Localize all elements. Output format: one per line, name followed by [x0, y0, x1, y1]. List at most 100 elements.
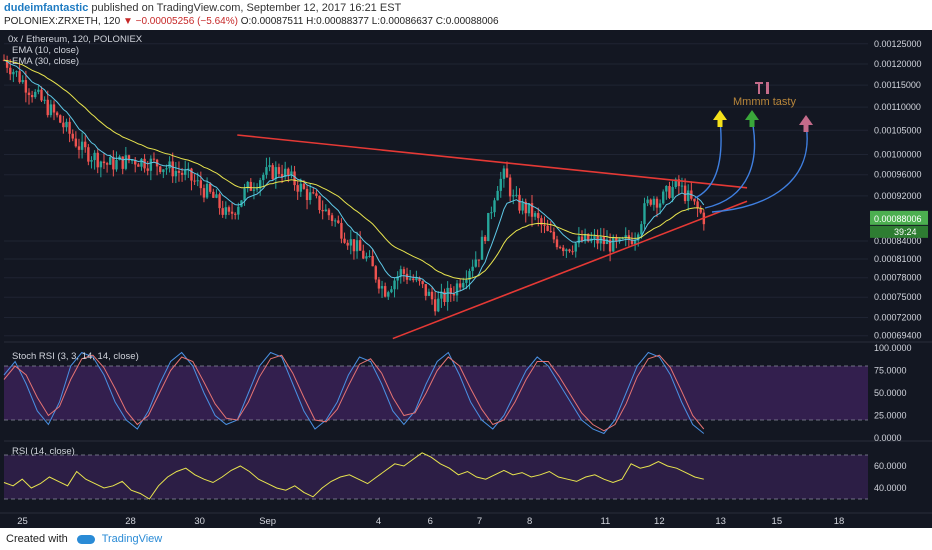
stoch-d-line: [3, 354, 705, 432]
candle-body: [196, 180, 199, 182]
candle-body: [318, 195, 321, 211]
candle-body: [224, 207, 228, 215]
candle-body: [524, 201, 527, 214]
candle-body: [477, 259, 481, 261]
candle-body: [474, 259, 477, 267]
candle-body: [227, 207, 231, 212]
candle-body: [258, 180, 262, 189]
candle-body: [608, 239, 612, 252]
candle-body: [465, 279, 468, 283]
candle-body: [209, 183, 212, 192]
candle-body: [18, 71, 21, 83]
rsi-pane[interactable]: 60.0000 40.0000 RSI (14, close): [3, 446, 907, 500]
candle-body: [618, 238, 621, 242]
candle-body: [490, 212, 493, 214]
candle-body: [49, 104, 53, 116]
candle-body: [27, 92, 31, 96]
candle-body: [352, 239, 356, 252]
ohlc-values: O:0.00087511 H:0.00088377 L:0.00086637 C…: [240, 16, 499, 27]
candle-body: [62, 122, 65, 128]
candle-body: [230, 211, 234, 214]
candle-body: [518, 194, 521, 211]
candle-body: [521, 201, 524, 211]
candle-body: [430, 291, 434, 300]
candle-body: [277, 167, 281, 174]
candle-body: [402, 269, 406, 274]
candle-body: [109, 157, 112, 165]
candle-body: [693, 198, 696, 202]
yellow-up-arrow: [713, 110, 727, 120]
candle-body: [205, 183, 209, 198]
candle-body: [427, 291, 431, 296]
candle-body: [37, 89, 40, 92]
candle-body: [315, 193, 318, 196]
rsi-title: RSI (14, close): [12, 446, 75, 457]
candle-body: [371, 256, 374, 267]
candle-body: [127, 155, 131, 161]
candle-body: [418, 277, 421, 282]
author-link[interactable]: dudeimfantastic: [4, 2, 89, 14]
price-tick-label: 0.00105000: [874, 125, 922, 135]
candle-body: [296, 185, 299, 192]
tradingview-cloud-icon: [76, 534, 95, 544]
candle-body: [421, 281, 424, 285]
candle-body: [321, 210, 324, 212]
candle-body: [324, 209, 328, 212]
stoch-rsi-pane[interactable]: 100.0000 75.0000 50.0000 25.0000 0.0000 Stoch…: [3, 343, 932, 443]
time-axis[interactable]: 25 28 30 Sep 4 6 7 8 11 12 13 15 18: [0, 512, 932, 527]
candle-body: [408, 278, 412, 280]
symbol-label: POLONIEX:ZRXETH, 120: [4, 16, 121, 27]
stoch-band: [4, 366, 868, 420]
candle-body: [446, 287, 449, 303]
chart-title: 0x / Ethereum, 120, POLONIEX: [8, 34, 143, 45]
candle-body: [174, 170, 178, 177]
tradingview-brand-link[interactable]: TradingView: [101, 533, 163, 545]
candle-body: [665, 185, 668, 192]
legend-entry: EMA (10, close): [12, 45, 79, 56]
candle-body: [215, 194, 218, 198]
last-price-tag: [870, 210, 928, 225]
price-pane[interactable]: 0.00125000 0.00120000 0.00115000 0.00110000…: [2, 34, 932, 343]
candle-body: [671, 187, 674, 198]
price-tick-label: 0.00075000: [874, 292, 922, 302]
ema-30-line: [3, 59, 704, 280]
countdown-label: 39:24: [894, 227, 917, 237]
candle-body: [115, 160, 118, 170]
hand-drawn-curve: [711, 124, 808, 213]
price-tick-label: 0.00110000: [874, 102, 921, 112]
candle-body: [687, 190, 690, 202]
time-tick-label: 25: [17, 516, 28, 527]
candle-body: [102, 161, 106, 164]
candle-body: [499, 178, 502, 191]
candle-body: [87, 147, 90, 162]
countdown-tag: [870, 225, 928, 238]
candle-body: [365, 256, 368, 259]
candle-body: [271, 165, 274, 180]
trendline: [237, 134, 748, 189]
candle-body: [624, 235, 627, 239]
candle-body: [540, 218, 543, 225]
chart-canvas[interactable]: 0.00125000 0.00120000 0.00115000 0.00110000…: [0, 30, 932, 528]
candle-body: [212, 191, 215, 198]
price-tick-label: 0.00081000: [874, 254, 922, 264]
candle-body: [633, 240, 637, 245]
candle-body: [571, 251, 574, 253]
price-tick-label: 0.00084000: [874, 236, 922, 246]
candle-body: [202, 188, 206, 198]
hand-drawn-curve: [704, 119, 756, 209]
candle-body: [674, 179, 677, 188]
candle-body: [299, 183, 303, 192]
legend-entry: EMA (30, close): [12, 56, 79, 67]
candle-body: [583, 233, 587, 242]
price-tick-label: 0.00120000: [874, 59, 922, 69]
time-tick-label: 6: [428, 516, 433, 527]
time-tick-label: Sep: [259, 516, 276, 527]
candle-body: [99, 161, 103, 168]
candle-body: [149, 158, 153, 171]
time-tick-label: 30: [194, 516, 205, 527]
candle-body: [55, 112, 59, 116]
candle-body: [580, 236, 584, 242]
candle-body: [330, 215, 334, 221]
candle-body: [287, 168, 290, 176]
candle-body: [390, 289, 393, 293]
